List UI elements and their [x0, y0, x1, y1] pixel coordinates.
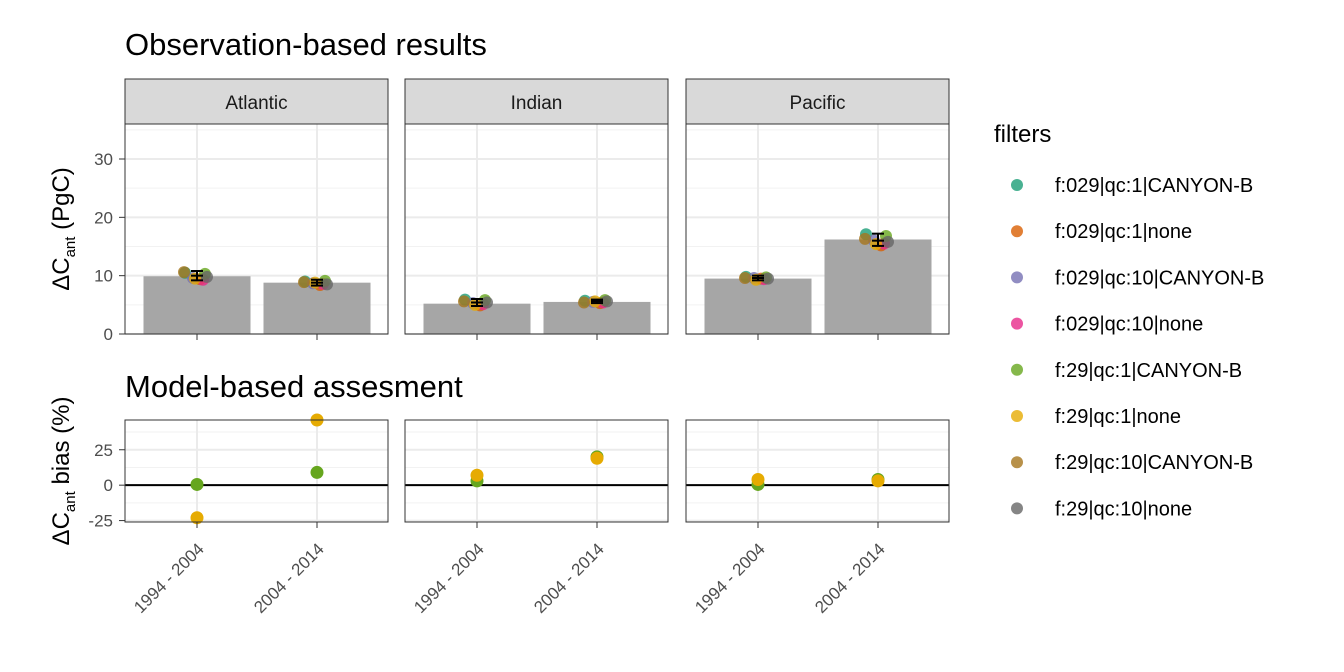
x-tick-label: 2004 - 2014 [530, 539, 608, 617]
legend-key [1011, 456, 1023, 469]
legend-key [1011, 410, 1023, 422]
bottom-panel-grid [686, 420, 949, 522]
legend-label: f:29|qc:1|CANYON-B [1055, 360, 1242, 382]
facet-strip [404, 78, 669, 125]
bottom-panel-border [124, 419, 389, 523]
data-point [882, 235, 894, 248]
bar [263, 282, 371, 334]
top-y-tick-label: 30 [94, 150, 113, 169]
legend-key [1011, 317, 1023, 330]
legend-label: f:29|qc:10|CANYON-B [1055, 452, 1253, 474]
legend-label: f:029|qc:1|CANYON-B [1055, 175, 1253, 197]
bottom-panel-border [404, 419, 669, 523]
bottom-panel-grid [125, 420, 388, 522]
legend-key [1011, 271, 1023, 284]
x-tick-label: 2004 - 2014 [250, 539, 328, 617]
bottom-y-axis-label: ΔCant bias (%) [48, 397, 79, 546]
bias-point [190, 477, 204, 491]
top-panel-border [404, 123, 669, 335]
data-point [178, 266, 190, 279]
legend-key [1011, 502, 1023, 515]
data-point [201, 270, 213, 283]
data-point [321, 278, 333, 291]
legend-item: f:29|qc:10|CANYON-B [1011, 452, 1253, 474]
bottom-y-tick-label: -25 [88, 512, 113, 531]
bottom-y-tick-label: 25 [94, 441, 113, 460]
bottom-y-tick-label: 0 [104, 476, 113, 495]
facet-panels: 0 10 20 30 -25 0 25 Atlantic 1994 - 2004 2004 - 2… [88, 78, 950, 617]
legend-key [1011, 225, 1023, 238]
legend-label: f:29|qc:1|none [1055, 406, 1181, 428]
legend-title: filters [994, 121, 1051, 148]
data-point [189, 272, 201, 285]
facet-pacific: Pacific 1994 - 2004 2004 - 2014 [685, 78, 950, 617]
bottom-panel-grid [405, 420, 668, 522]
error-bar [471, 298, 483, 307]
legend-item: f:29|qc:10|none [1011, 498, 1192, 520]
facet-strip-label: Atlantic [225, 93, 287, 114]
data-point [298, 276, 310, 289]
top-panel-border [685, 123, 950, 335]
top-panel-border [124, 123, 389, 335]
data-point [458, 295, 470, 308]
legend-item: f:029|qc:10|CANYON-B [1011, 267, 1264, 289]
facet-strip-label: Indian [511, 93, 563, 114]
x-tick-label: 1994 - 2004 [691, 539, 769, 617]
bias-point [751, 473, 765, 486]
data-point [601, 295, 613, 308]
error-bar [311, 278, 323, 287]
bar [704, 278, 812, 334]
legend-item: f:29|qc:1|none [1011, 406, 1181, 428]
data-point [469, 298, 481, 311]
data-point [762, 272, 774, 285]
legend-key [1011, 363, 1023, 376]
legend-label: f:29|qc:10|none [1055, 498, 1192, 520]
bias-point [871, 474, 885, 488]
data-point [578, 296, 590, 309]
bottom-chart-title: Model-based assesment [125, 369, 463, 404]
bar [824, 239, 932, 334]
data-point [739, 272, 751, 284]
error-bar [872, 232, 884, 247]
legend-item: f:029|qc:1|none [1011, 221, 1192, 243]
x-tick-label: 1994 - 2004 [410, 539, 488, 617]
legend-item: f:029|qc:10|none [1011, 314, 1203, 336]
facet-atlantic: Atlantic 1994 - 2004 2004 - 2014 [124, 78, 389, 617]
bar [143, 276, 251, 334]
error-bar [191, 270, 203, 282]
legend-item: f:29|qc:1|CANYON-B [1011, 360, 1242, 382]
bias-point [470, 468, 484, 482]
top-y-tick-label: 20 [94, 208, 113, 227]
legend-items: f:029|qc:1|CANYON-B f:029|qc:1|none f:029|… [1011, 175, 1264, 520]
top-chart-title: Observation-based results [125, 27, 487, 62]
bias-point [590, 451, 604, 465]
bias-point [310, 465, 324, 479]
facet-strip-label: Pacific [790, 93, 846, 114]
top-y-axis-label: ΔCant (PgC) [48, 167, 79, 291]
data-point [859, 232, 871, 245]
x-tick-label: 1994 - 2004 [130, 539, 208, 617]
x-tick-label: 2004 - 2014 [811, 539, 889, 617]
bias-point [190, 511, 204, 525]
error-bar [752, 274, 764, 282]
bottom-panel-border [685, 419, 950, 523]
legend-label: f:029|qc:1|none [1055, 221, 1192, 243]
legend-label: f:029|qc:10|CANYON-B [1055, 267, 1264, 289]
legend-key [1011, 179, 1023, 191]
top-y-tick-label: 0 [104, 325, 113, 344]
legend-label: f:029|qc:10|none [1055, 314, 1203, 336]
legend-item: f:029|qc:1|CANYON-B [1011, 175, 1253, 197]
data-point [481, 296, 493, 309]
error-bar [591, 298, 603, 305]
facet-indian: Indian 1994 - 2004 2004 - 2014 [404, 78, 669, 617]
top-y-tick-label: 10 [94, 267, 113, 286]
legend: filters f:029|qc:1|CANYON-B f:029|qc:1|no… [994, 121, 1264, 520]
